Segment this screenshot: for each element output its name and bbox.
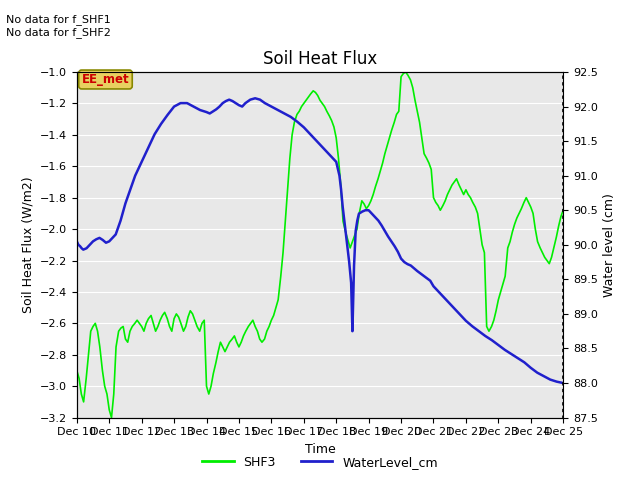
X-axis label: Time: Time xyxy=(305,443,335,456)
Legend: SHF3, WaterLevel_cm: SHF3, WaterLevel_cm xyxy=(197,451,443,474)
WaterLevel_cm xyxy=(170,104,178,109)
WaterLevel_cm xyxy=(209,108,217,114)
SHF3 xyxy=(108,415,115,420)
SHF3 xyxy=(288,132,296,138)
SHF3 xyxy=(413,108,421,114)
WaterLevel_cm xyxy=(252,96,259,101)
Text: No data for f_SHF1
No data for f_SHF2: No data for f_SHF1 No data for f_SHF2 xyxy=(6,14,111,38)
Line: SHF3: SHF3 xyxy=(77,72,563,418)
WaterLevel_cm xyxy=(514,355,522,361)
WaterLevel_cm xyxy=(189,104,197,109)
Text: EE_met: EE_met xyxy=(82,73,129,86)
SHF3 xyxy=(402,69,410,75)
WaterLevel_cm xyxy=(313,138,321,144)
WaterLevel_cm xyxy=(157,121,165,127)
SHF3 xyxy=(87,328,95,334)
SHF3 xyxy=(263,328,271,334)
SHF3 xyxy=(518,206,525,212)
SHF3 xyxy=(559,207,567,213)
SHF3 xyxy=(219,344,227,350)
WaterLevel_cm xyxy=(73,239,81,244)
Title: Soil Heat Flux: Soil Heat Flux xyxy=(263,49,377,68)
SHF3 xyxy=(73,368,81,373)
Line: WaterLevel_cm: WaterLevel_cm xyxy=(77,98,563,383)
WaterLevel_cm xyxy=(559,380,567,386)
Y-axis label: Water level (cm): Water level (cm) xyxy=(604,193,616,297)
Y-axis label: Soil Heat Flux (W/m2): Soil Heat Flux (W/m2) xyxy=(21,177,35,313)
